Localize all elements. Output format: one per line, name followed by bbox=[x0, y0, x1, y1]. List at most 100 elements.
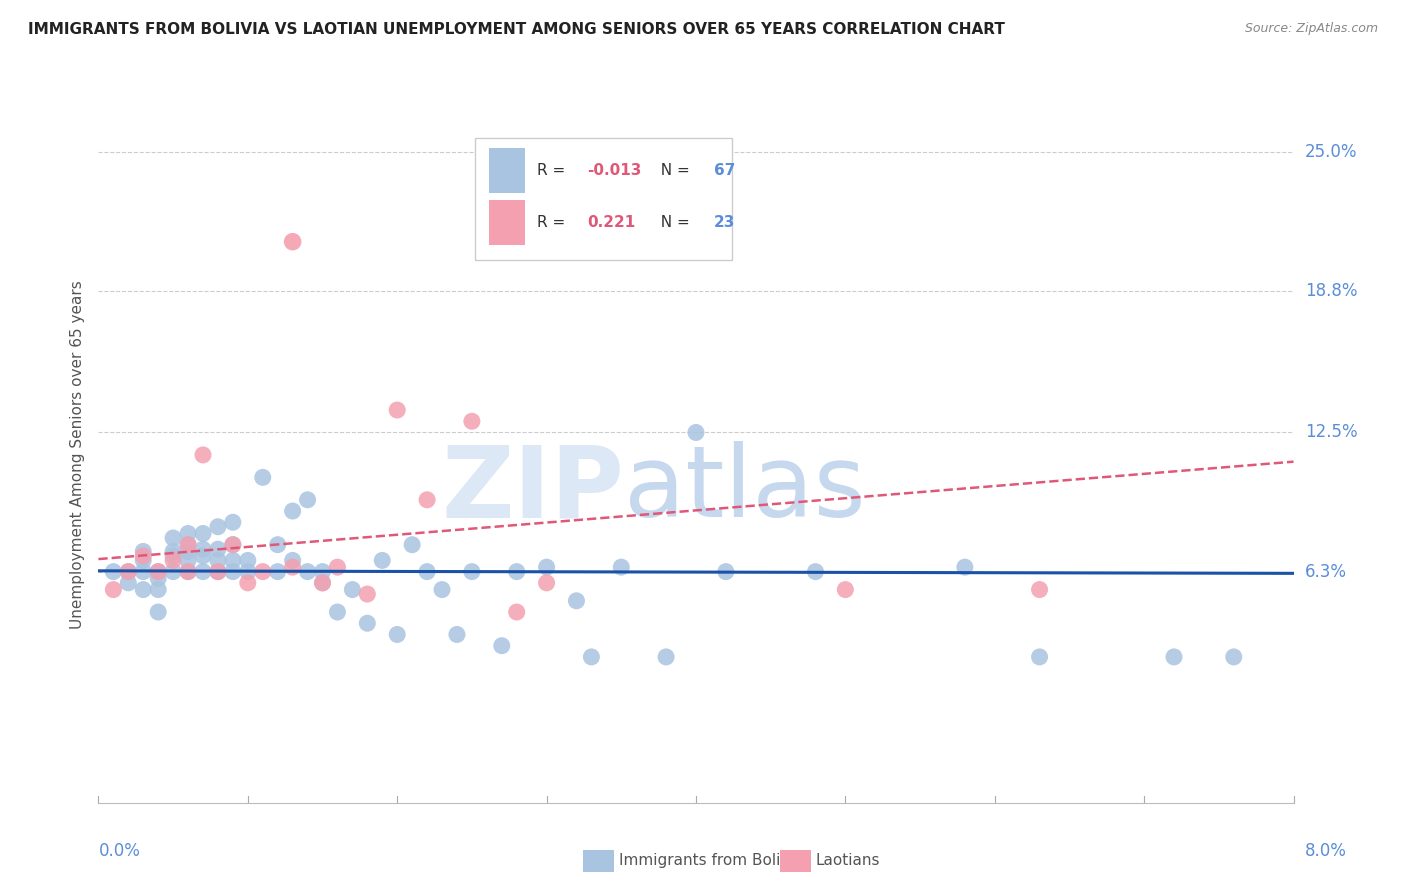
Text: 23: 23 bbox=[714, 215, 735, 230]
Point bbox=[252, 565, 274, 579]
Text: N =: N = bbox=[651, 163, 695, 178]
Text: Source: ZipAtlas.com: Source: ZipAtlas.com bbox=[1244, 22, 1378, 36]
Point bbox=[297, 492, 319, 507]
Point bbox=[191, 549, 214, 563]
Point bbox=[297, 565, 319, 579]
Point bbox=[804, 565, 827, 579]
Text: 12.5%: 12.5% bbox=[1305, 424, 1357, 442]
Point bbox=[342, 582, 364, 597]
Point bbox=[714, 565, 737, 579]
Point bbox=[281, 504, 304, 518]
Point bbox=[177, 538, 200, 552]
Point bbox=[117, 575, 139, 590]
Point bbox=[177, 553, 200, 567]
Point bbox=[834, 582, 856, 597]
Point bbox=[252, 470, 274, 484]
Point bbox=[207, 542, 229, 557]
Point bbox=[162, 565, 184, 579]
Point bbox=[162, 553, 184, 567]
Point bbox=[385, 403, 409, 417]
Point bbox=[536, 560, 558, 574]
Point bbox=[655, 649, 678, 664]
Point bbox=[416, 565, 439, 579]
Point bbox=[371, 553, 394, 567]
Text: IMMIGRANTS FROM BOLIVIA VS LAOTIAN UNEMPLOYMENT AMONG SENIORS OVER 65 YEARS CORR: IMMIGRANTS FROM BOLIVIA VS LAOTIAN UNEMP… bbox=[28, 22, 1005, 37]
Point bbox=[461, 565, 484, 579]
Bar bbox=[489, 201, 524, 245]
Point bbox=[281, 235, 304, 249]
Point bbox=[222, 538, 245, 552]
Point bbox=[222, 565, 245, 579]
Point bbox=[162, 544, 184, 558]
Point bbox=[132, 553, 155, 567]
Text: 67: 67 bbox=[714, 163, 735, 178]
Point bbox=[1028, 582, 1050, 597]
Text: 0.221: 0.221 bbox=[588, 215, 636, 230]
Point bbox=[207, 520, 229, 534]
Point bbox=[177, 526, 200, 541]
Point bbox=[953, 560, 976, 574]
Text: -0.013: -0.013 bbox=[588, 163, 641, 178]
Point bbox=[356, 616, 378, 631]
Point bbox=[177, 544, 200, 558]
Point bbox=[416, 492, 439, 507]
Point bbox=[236, 575, 259, 590]
Point bbox=[236, 565, 259, 579]
Point bbox=[103, 582, 125, 597]
Point bbox=[103, 565, 125, 579]
Point bbox=[177, 538, 200, 552]
Point bbox=[326, 605, 349, 619]
FancyBboxPatch shape bbox=[475, 138, 733, 260]
Point bbox=[356, 587, 378, 601]
Point bbox=[191, 526, 214, 541]
Point bbox=[565, 594, 588, 608]
Point bbox=[148, 565, 170, 579]
Y-axis label: Unemployment Among Seniors over 65 years: Unemployment Among Seniors over 65 years bbox=[69, 281, 84, 629]
Point bbox=[148, 565, 170, 579]
Point bbox=[281, 553, 304, 567]
Text: R =: R = bbox=[537, 215, 571, 230]
Point bbox=[385, 627, 409, 641]
Point bbox=[311, 575, 333, 590]
Bar bbox=[489, 148, 524, 194]
Point bbox=[1028, 649, 1050, 664]
Point bbox=[236, 553, 259, 567]
Point bbox=[222, 538, 245, 552]
Point bbox=[311, 575, 333, 590]
Point bbox=[461, 414, 484, 428]
Point bbox=[430, 582, 453, 597]
Text: Immigrants from Bolivia: Immigrants from Bolivia bbox=[619, 854, 803, 868]
Point bbox=[162, 549, 184, 563]
Text: 18.8%: 18.8% bbox=[1305, 282, 1357, 300]
Point bbox=[491, 639, 513, 653]
Text: Laotians: Laotians bbox=[815, 854, 880, 868]
Point bbox=[267, 538, 290, 552]
Point bbox=[191, 565, 214, 579]
Point bbox=[191, 448, 214, 462]
Point bbox=[581, 649, 603, 664]
Point bbox=[326, 560, 349, 574]
Point bbox=[506, 605, 529, 619]
Point bbox=[222, 515, 245, 529]
Point bbox=[1222, 649, 1246, 664]
Point bbox=[132, 549, 155, 563]
Point bbox=[446, 627, 468, 641]
Point bbox=[685, 425, 707, 440]
Point bbox=[191, 542, 214, 557]
Point bbox=[207, 553, 229, 567]
Text: N =: N = bbox=[651, 215, 695, 230]
Point bbox=[148, 605, 170, 619]
Text: 8.0%: 8.0% bbox=[1305, 842, 1347, 860]
Point bbox=[401, 538, 423, 552]
Text: 6.3%: 6.3% bbox=[1305, 563, 1347, 581]
Point bbox=[506, 565, 529, 579]
Text: ZIP: ZIP bbox=[441, 442, 624, 538]
Point bbox=[1163, 649, 1185, 664]
Point bbox=[267, 565, 290, 579]
Point bbox=[207, 565, 229, 579]
Point bbox=[132, 582, 155, 597]
Point bbox=[222, 553, 245, 567]
Point bbox=[536, 575, 558, 590]
Point bbox=[610, 560, 633, 574]
Point bbox=[311, 565, 333, 579]
